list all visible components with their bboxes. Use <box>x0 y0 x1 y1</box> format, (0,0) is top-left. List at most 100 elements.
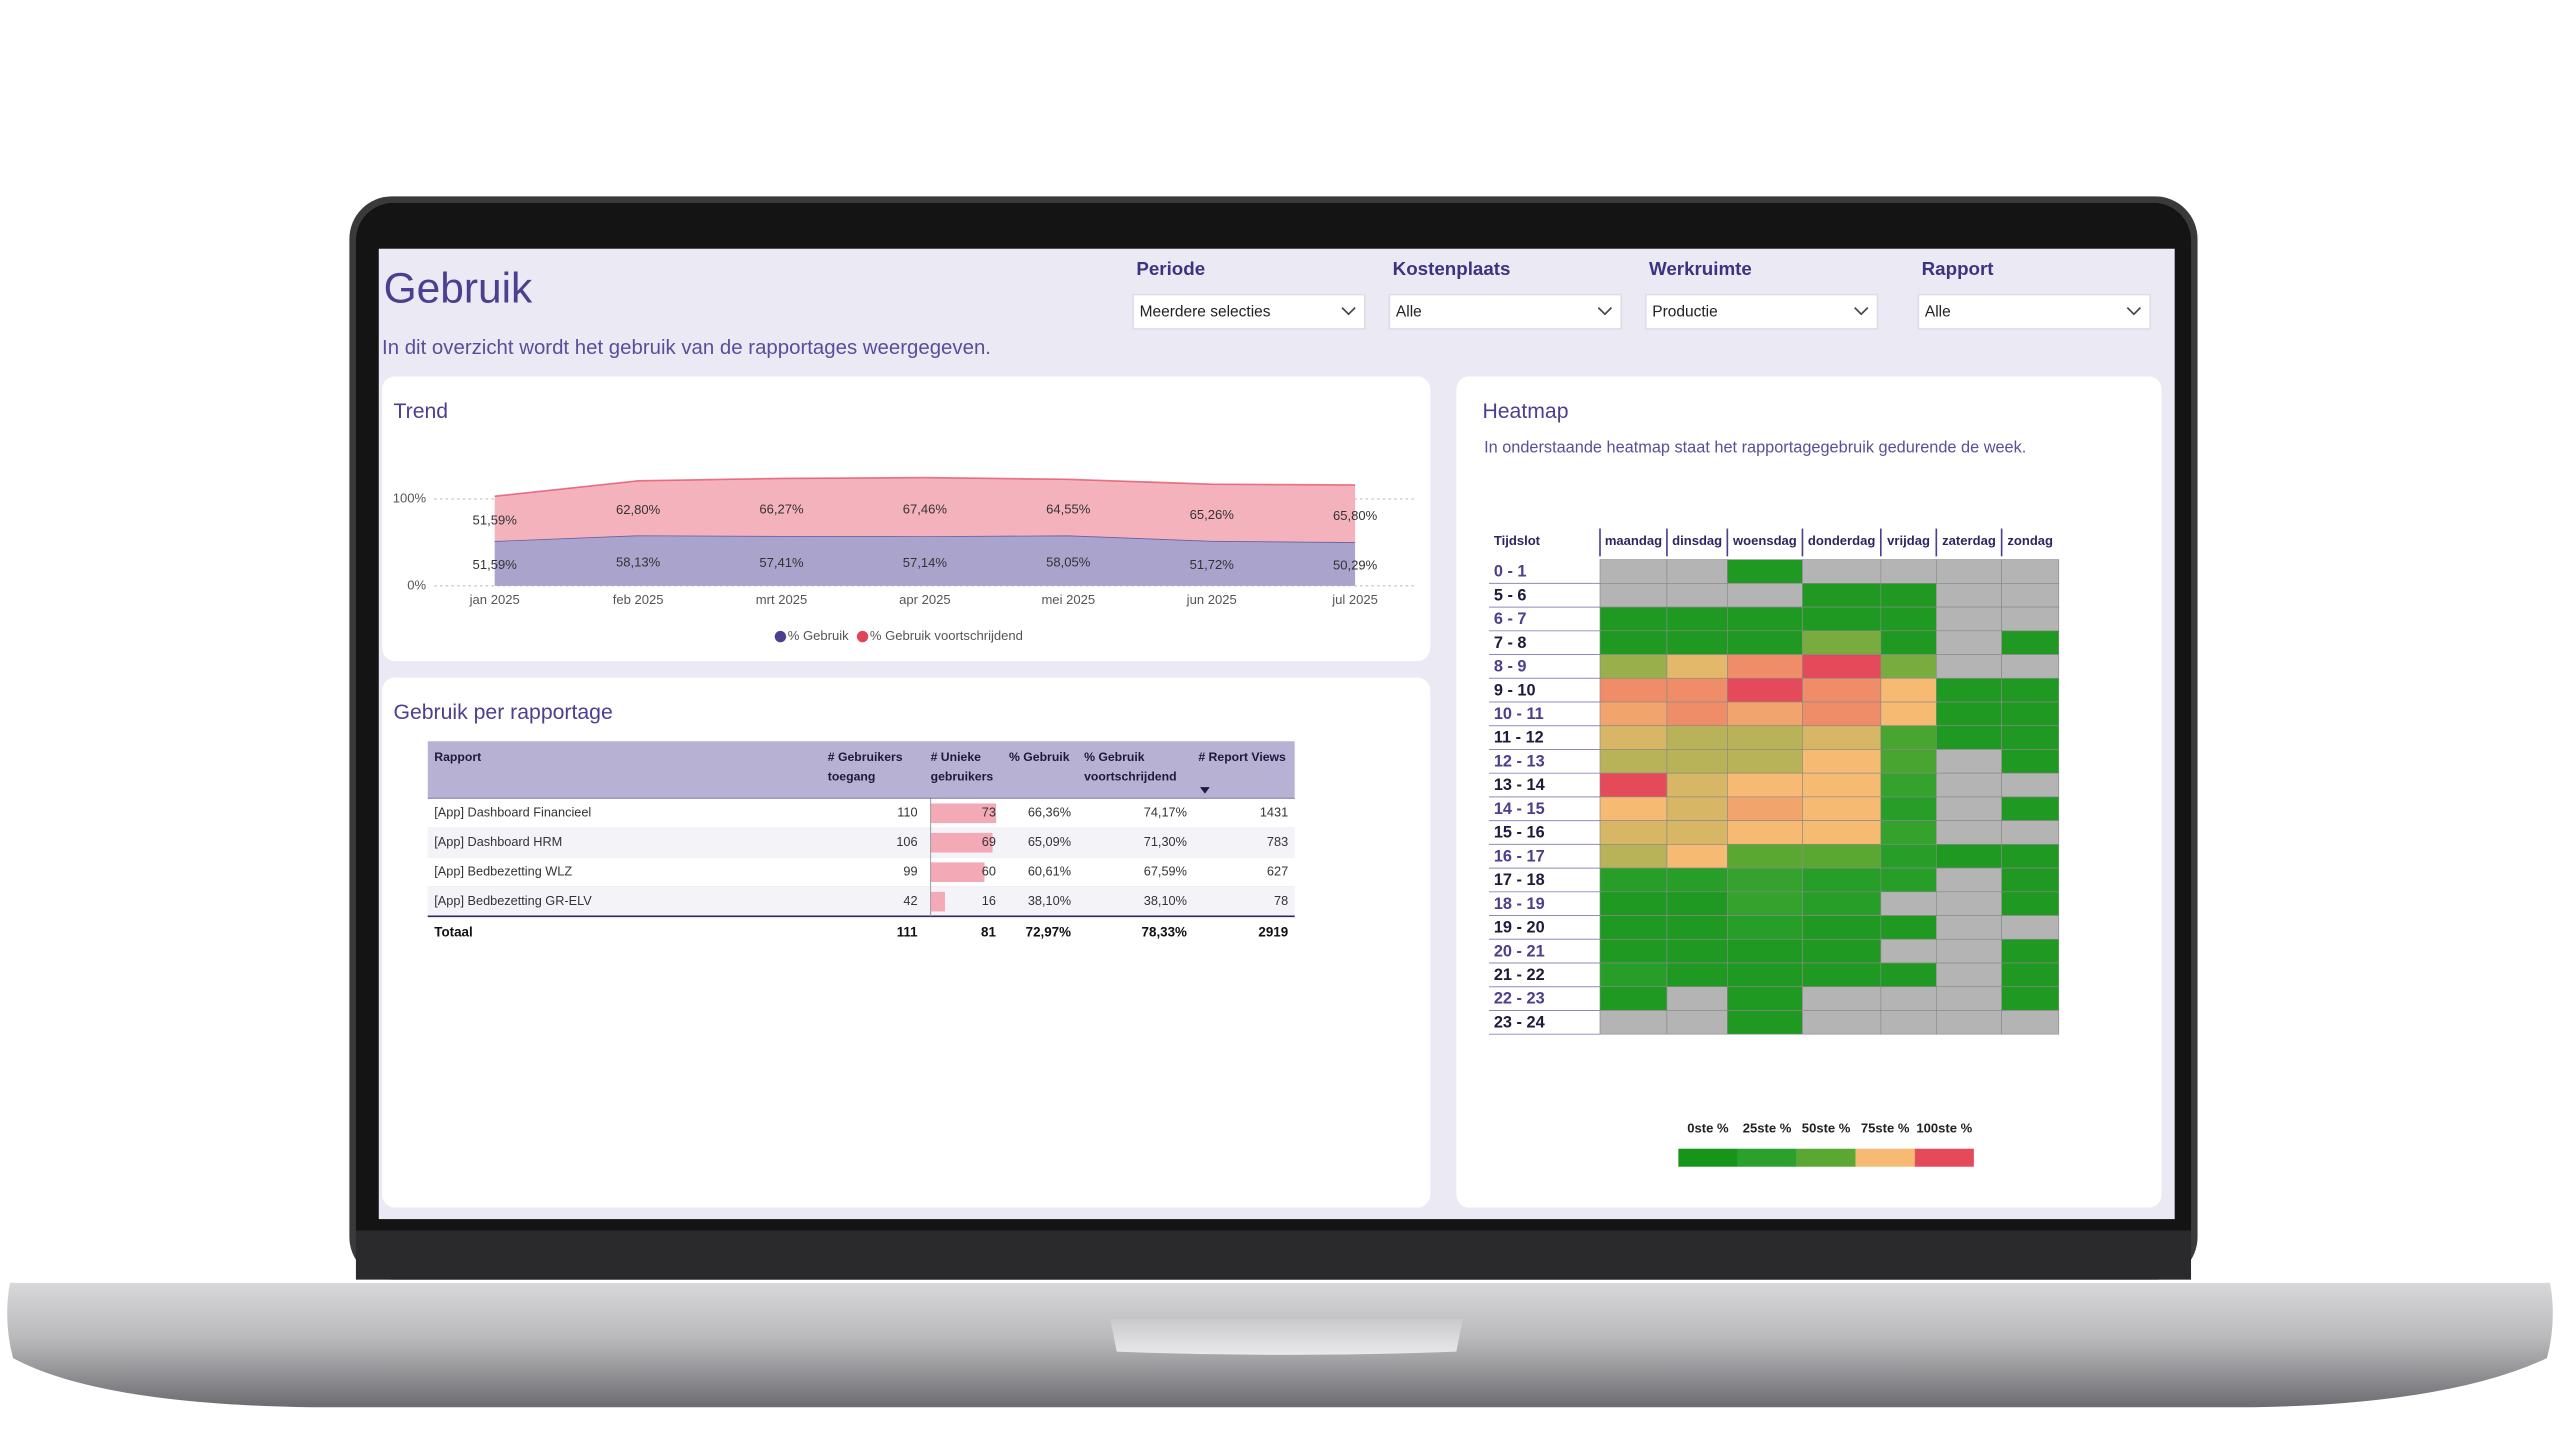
empty-cell <box>1599 583 1668 608</box>
heat-cell <box>1880 867 1937 893</box>
cell-value: 74,17% <box>1144 805 1187 820</box>
empty-cell <box>1936 962 2002 988</box>
x-tick-label: apr 2025 <box>899 592 951 607</box>
filter-dropdown[interactable] <box>1644 293 1879 330</box>
column-header: voortschrijdend <box>1084 769 1176 783</box>
heat-cell <box>1936 725 2002 750</box>
total-value: 111 <box>897 924 918 939</box>
filter-dropdown[interactable] <box>1388 293 1623 330</box>
filter-value: Productie <box>1652 304 1717 321</box>
sort-indicator[interactable] <box>1200 787 1210 794</box>
heat-cell <box>1666 701 1728 727</box>
heat-cell <box>1666 938 1728 964</box>
row-label: 17 - 18 <box>1494 871 1545 889</box>
heat-cell <box>1666 630 1728 655</box>
legend-label: 75ste % <box>1861 1121 1910 1136</box>
empty-cell <box>2001 820 2060 845</box>
empty-cell <box>1599 559 1668 584</box>
heat-cell <box>1880 915 1937 940</box>
heat-cell <box>1599 891 1668 916</box>
cell-value: 99 <box>903 864 917 879</box>
cell-value: 783 <box>1267 834 1288 849</box>
filter-value: Meerdere selecties <box>1140 304 1271 321</box>
heat-cell <box>1666 677 1728 703</box>
empty-cell <box>1936 559 2002 584</box>
heat-cell <box>2001 962 2060 988</box>
heat-cell <box>2001 891 2060 916</box>
total-label: Totaal <box>434 924 472 939</box>
heat-cell <box>1802 749 1882 774</box>
empty-cell <box>1666 559 1728 584</box>
heat-cell <box>1727 1010 1803 1035</box>
legend-swatch <box>1855 1148 1915 1167</box>
heat-cell <box>1727 677 1803 703</box>
empty-cell <box>1880 559 1937 584</box>
heat-cell <box>1599 725 1668 750</box>
legend-label: 50ste % <box>1802 1121 1851 1136</box>
legend-label: 100ste % <box>1916 1121 1972 1136</box>
filter-dropdown[interactable] <box>1132 293 1366 330</box>
heat-cell <box>1599 986 1668 1011</box>
empty-cell <box>1936 630 2002 655</box>
dropdown-chevron <box>1341 307 1356 316</box>
cell-value: 60 <box>982 864 996 879</box>
heat-cell <box>1802 844 1882 869</box>
legend-label: 25ste % <box>1743 1121 1792 1136</box>
heat-cell <box>1599 820 1668 845</box>
heat-cell <box>1727 891 1803 916</box>
heat-cell <box>1727 630 1803 655</box>
row-label: 8 - 9 <box>1494 658 1527 676</box>
empty-cell <box>1802 986 1882 1011</box>
row-label: 21 - 22 <box>1494 966 1545 984</box>
row-label: 13 - 14 <box>1494 776 1545 794</box>
cell-value: 71,30% <box>1144 834 1187 849</box>
laptop-notch <box>1110 1318 1463 1355</box>
column-header: woensdag <box>1732 533 1797 548</box>
heat-cell <box>1727 749 1803 774</box>
page-subtitle: In dit overzicht wordt het gebruik van d… <box>382 337 991 359</box>
heat-cell <box>1666 915 1728 940</box>
empty-cell <box>2001 606 2060 632</box>
heat-cell <box>1802 725 1882 750</box>
legend-label: % Gebruik <box>788 628 849 643</box>
heat-cell <box>1802 915 1882 940</box>
data-label: 67,46% <box>903 501 948 516</box>
heat-cell <box>1727 701 1803 727</box>
heat-cell <box>1599 915 1668 940</box>
data-label: 57,14% <box>903 555 948 570</box>
heat-cell <box>1880 796 1937 821</box>
filter-label: Kostenplaats <box>1393 258 1511 279</box>
column-header: Rapport <box>434 750 481 764</box>
heat-cell <box>1599 962 1668 988</box>
heat-cell <box>1599 796 1668 821</box>
heat-cell <box>2001 844 2060 869</box>
heat-cell <box>1880 701 1937 727</box>
cell-label: [App] Dashboard Financieel <box>434 805 591 820</box>
heat-cell <box>1880 654 1937 679</box>
row-label: 23 - 24 <box>1494 1013 1545 1031</box>
heat-cell <box>1599 654 1668 679</box>
empty-cell <box>1666 583 1728 608</box>
column-header: gebruikers <box>931 769 994 783</box>
empty-cell <box>2001 772 2060 798</box>
heat-cell <box>1599 772 1668 798</box>
heat-cell <box>1727 844 1803 869</box>
empty-cell <box>2001 559 2060 584</box>
filter-label: Periode <box>1136 258 1205 279</box>
heat-cell <box>1802 606 1882 632</box>
filter-label: Werkruimte <box>1649 258 1752 279</box>
cell-label: [App] Bedbezetting GR-ELV <box>434 893 592 908</box>
chart-title: Trend <box>393 399 448 423</box>
table-row <box>427 857 1295 887</box>
filter-dropdown[interactable] <box>1917 293 2152 330</box>
row-label: 5 - 6 <box>1494 586 1527 604</box>
heat-cell <box>1666 844 1728 869</box>
heat-cell <box>2001 725 2060 750</box>
table-row <box>427 886 1295 917</box>
heat-cell <box>1666 867 1728 893</box>
heat-cell <box>1727 820 1803 845</box>
filter-label: Rapport <box>1922 258 1995 279</box>
data-label: 66,27% <box>759 501 804 516</box>
